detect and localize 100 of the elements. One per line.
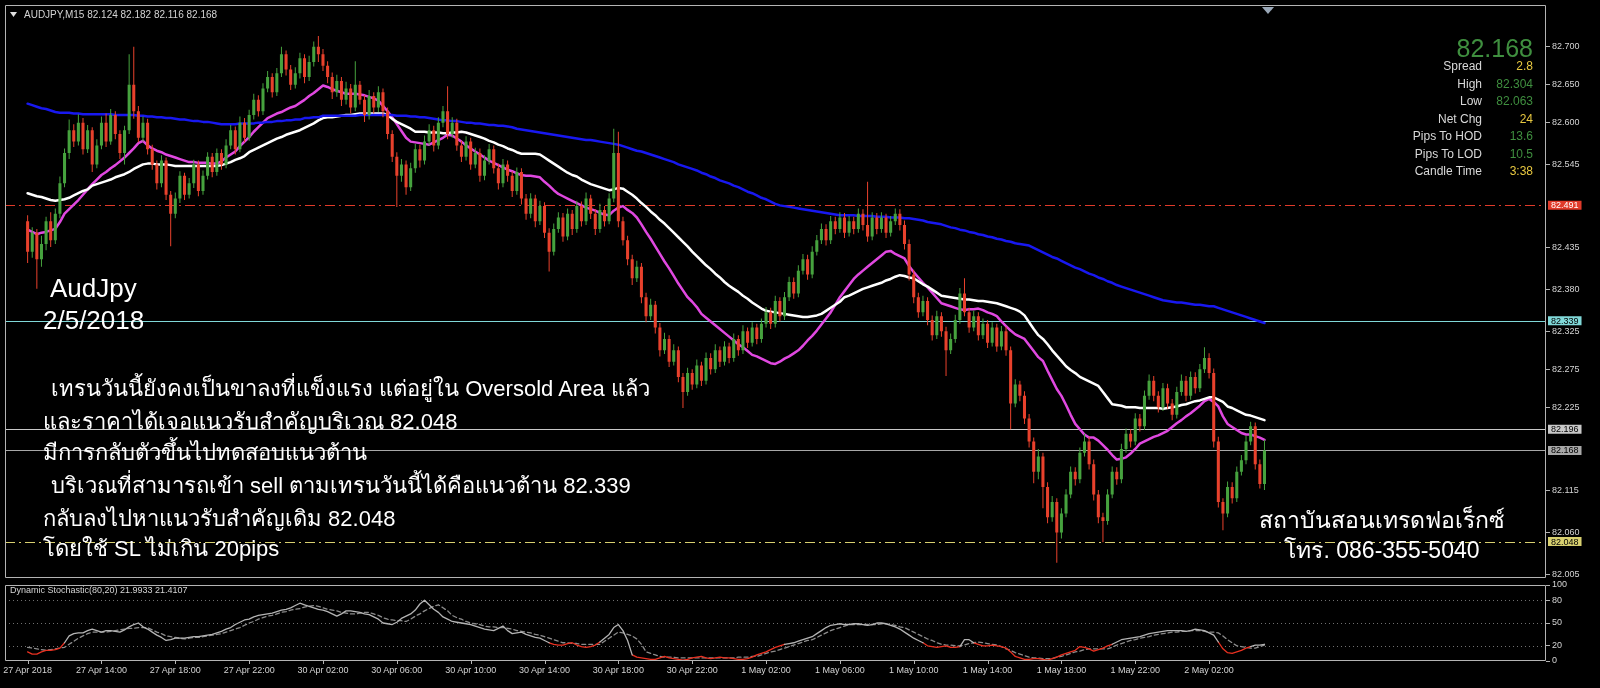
candlestick — [699, 361, 703, 386]
candlestick — [432, 125, 436, 152]
candlestick — [344, 81, 348, 105]
x-tick-label: 27 Apr 18:00 — [149, 665, 201, 676]
candlestick — [90, 127, 94, 172]
candlestick — [63, 148, 67, 188]
candlestick — [1119, 443, 1123, 484]
candlestick — [330, 72, 334, 100]
candlestick — [487, 143, 491, 165]
text: Candle Time — [1414, 164, 1482, 179]
candlestick — [95, 139, 99, 169]
y-tick-label: 82.435 — [1552, 242, 1580, 253]
y-tick-label: 82.600 — [1552, 117, 1580, 128]
candlestick — [1207, 353, 1211, 379]
candlestick — [76, 114, 80, 146]
candlestick — [999, 326, 1003, 351]
candlestick — [390, 130, 394, 163]
y-tick-label: 0 — [1552, 655, 1558, 666]
ref-line-label: 82.048 — [1551, 536, 1579, 547]
y-tick-label: 82.275 — [1552, 363, 1580, 374]
candlestick — [1078, 447, 1082, 484]
candlestick — [192, 159, 196, 188]
candlestick — [921, 295, 925, 317]
candlestick — [1161, 382, 1165, 412]
x-tick-label: 27 Apr 14:00 — [75, 665, 127, 676]
candlestick — [829, 215, 833, 245]
annotation: โดยใช้ SL ไม่เกิน 20pips — [43, 536, 280, 562]
candlestick — [1082, 433, 1087, 457]
candlestick — [847, 215, 851, 237]
candlestick — [639, 263, 643, 304]
candlestick — [972, 310, 976, 332]
candlestick — [1258, 459, 1262, 489]
candlestick — [815, 234, 819, 256]
y-tick-label: 82.225 — [1552, 401, 1580, 412]
candlestick — [99, 116, 103, 150]
candlestick — [792, 277, 796, 299]
candlestick — [482, 155, 487, 181]
candlestick — [298, 52, 302, 79]
annotation: สถาบันสอนเทรดฟอเร็กซ์ — [1259, 506, 1505, 534]
text: 3:38 — [1509, 164, 1533, 179]
candlestick — [224, 139, 228, 169]
y-tick-label: 82.115 — [1552, 485, 1579, 496]
candlestick — [953, 314, 957, 343]
candlestick — [593, 209, 597, 235]
candlestick — [842, 212, 847, 238]
candlestick — [436, 117, 440, 150]
candlestick — [769, 307, 773, 330]
candlestick — [1073, 467, 1077, 486]
candlestick — [252, 93, 256, 120]
candlestick — [164, 157, 168, 201]
candlestick — [676, 346, 680, 383]
candlestick — [381, 88, 385, 118]
candlestick — [519, 168, 523, 205]
x-tick-label: 2 May 02:00 — [1184, 665, 1234, 676]
candlestick — [132, 46, 136, 119]
candlestick — [1046, 482, 1050, 524]
candlestick — [316, 36, 320, 62]
candlestick — [404, 160, 408, 195]
x-tick-label: 30 Apr 18:00 — [592, 665, 644, 676]
candlestick — [1212, 368, 1216, 448]
text: 82.304 — [1496, 76, 1533, 92]
candlestick — [1050, 496, 1054, 522]
candlestick — [219, 149, 223, 170]
candlestick — [552, 223, 556, 256]
annotation: และราคาได้เจอแนวรับสำคัญบริเวณ 82.048 — [43, 409, 458, 435]
x-tick-label: 27 Apr 22:00 — [223, 665, 275, 676]
x-tick-label: 30 Apr 10:00 — [445, 665, 497, 676]
candlestick — [109, 108, 113, 145]
candlestick — [602, 206, 607, 227]
candlestick — [1179, 374, 1183, 396]
chart-title: Dynamic Stochastic(80,20) 21.9933 21.4107 — [10, 585, 188, 596]
candlestick — [778, 297, 782, 322]
candlestick — [256, 95, 260, 117]
candlestick — [113, 111, 117, 140]
candlestick — [1018, 380, 1022, 402]
candlestick — [399, 159, 403, 182]
candlestick — [44, 216, 48, 251]
x-tick-label: 30 Apr 14:00 — [518, 665, 571, 676]
candlestick — [1184, 376, 1188, 402]
y-tick-label: 50 — [1552, 617, 1563, 628]
candlestick — [1009, 346, 1013, 430]
candlestick — [893, 208, 897, 226]
candlestick — [630, 254, 634, 286]
candlestick — [1041, 452, 1045, 509]
x-tick-label: 1 May 18:00 — [1036, 665, 1087, 676]
candlestick — [279, 46, 283, 78]
candlestick — [358, 80, 362, 105]
candlestick — [621, 216, 625, 246]
candlestick — [787, 276, 791, 301]
candlestick — [206, 152, 210, 180]
candlestick — [141, 116, 145, 142]
candlestick — [626, 235, 630, 266]
candlestick — [833, 216, 837, 235]
candlestick — [67, 119, 71, 160]
text: Pips To HOD — [1412, 129, 1482, 144]
candlestick — [607, 193, 611, 225]
candlestick — [1059, 508, 1063, 539]
text: High — [1457, 76, 1482, 92]
candlestick — [464, 136, 468, 161]
candlestick — [210, 152, 214, 178]
